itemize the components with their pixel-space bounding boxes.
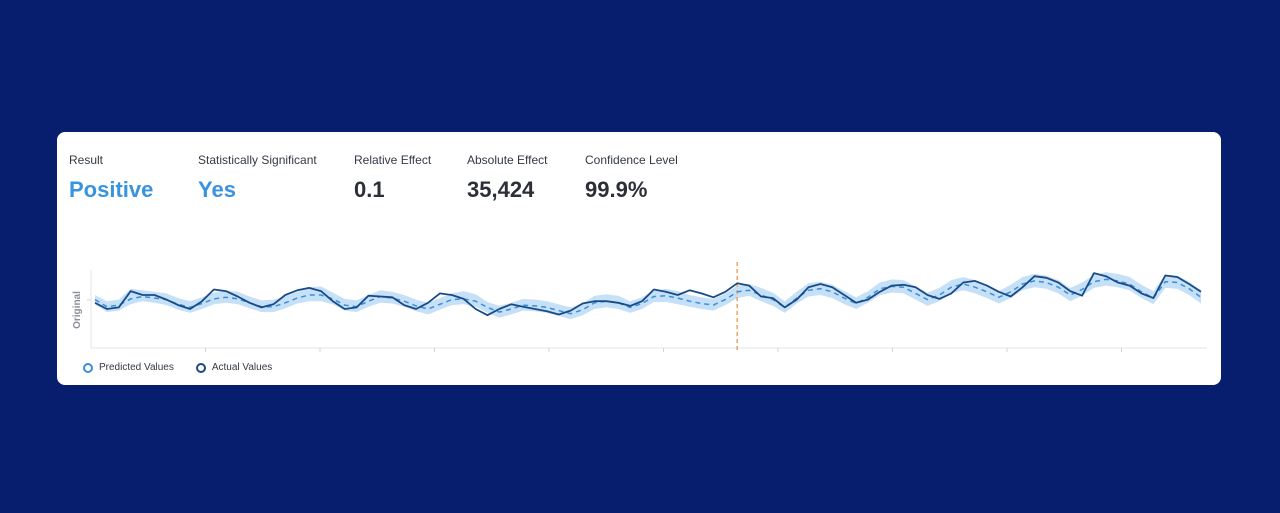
actual-marker-icon (195, 362, 206, 373)
legend-predicted-label: Predicted Values (99, 362, 174, 373)
predicted-marker-icon (83, 362, 93, 373)
metric-absolute-value: 35,424 (467, 177, 535, 202)
time-series-chart: Original (72, 262, 1207, 352)
metric-result-label: Result (69, 153, 104, 167)
metric-significant-label: Statistically Significant (198, 153, 317, 167)
chart-axes (87, 270, 1207, 352)
chart-legend: Predicted Values Actual Values (83, 362, 294, 373)
legend-actual-label: Actual Values (211, 362, 273, 373)
metric-absolute-label: Absolute Effect (467, 153, 548, 167)
metric-confidence-level: Confidence Level 99.9% (585, 153, 678, 203)
metric-result: Result Positive (69, 153, 153, 203)
metric-confidence-value: 99.9% (585, 177, 648, 202)
metric-significant: Statistically Significant Yes (198, 153, 317, 203)
legend-item-actual[interactable]: Actual Values (195, 362, 273, 373)
metric-relative-label: Relative Effect (354, 153, 432, 167)
metric-result-value: Positive (69, 177, 154, 202)
y-axis-label: Original (72, 291, 83, 329)
metric-confidence-label: Confidence Level (585, 153, 678, 167)
metric-absolute-effect: Absolute Effect 35,424 (467, 153, 548, 203)
results-card: Result Positive Statistically Significan… (57, 132, 1221, 385)
predicted-values-line (94, 278, 1202, 315)
metric-significant-value: Yes (198, 177, 236, 202)
metric-relative-value: 0.1 (354, 177, 385, 202)
legend-item-predicted[interactable]: Predicted Values (83, 362, 174, 373)
metric-relative-effect: Relative Effect 0.1 (354, 153, 431, 203)
actual-values-line (94, 272, 1202, 317)
